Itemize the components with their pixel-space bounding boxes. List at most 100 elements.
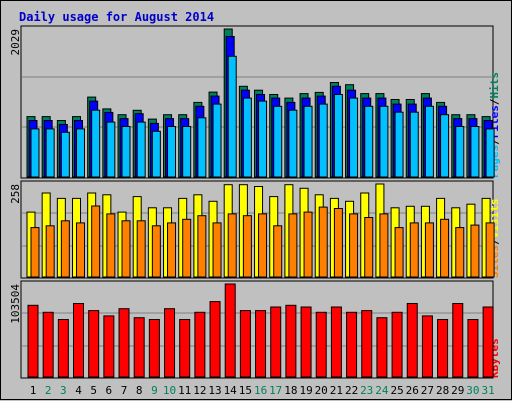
x-label-6: 6 bbox=[105, 384, 112, 397]
x-label-13: 13 bbox=[208, 384, 221, 397]
bar-pages-6 bbox=[106, 121, 116, 178]
bar-sites-23 bbox=[364, 217, 374, 278]
bar-sites-2 bbox=[45, 225, 55, 278]
bar-kbytes-27 bbox=[421, 315, 433, 378]
bar-sites-25 bbox=[394, 227, 404, 278]
bar-kbytes-17 bbox=[270, 306, 282, 378]
x-label-28: 28 bbox=[436, 384, 449, 397]
bar-sites-21 bbox=[333, 208, 343, 278]
bar-sites-9 bbox=[151, 225, 161, 278]
x-label-7: 7 bbox=[121, 384, 128, 397]
bar-pages-1 bbox=[30, 128, 40, 178]
y-max-visits: 258 bbox=[9, 184, 22, 204]
x-label-17: 17 bbox=[269, 384, 282, 397]
bar-pages-12 bbox=[197, 117, 207, 178]
bar-sites-5 bbox=[91, 205, 101, 278]
bar-pages-15 bbox=[242, 97, 252, 178]
bar-pages-28 bbox=[440, 114, 450, 178]
bar-pages-8 bbox=[136, 121, 146, 178]
bar-sites-10 bbox=[167, 222, 177, 278]
bar-kbytes-1 bbox=[27, 304, 39, 378]
bar-kbytes-10 bbox=[164, 308, 176, 378]
bar-kbytes-19 bbox=[300, 306, 312, 378]
bar-kbytes-14 bbox=[224, 283, 236, 378]
bar-pages-17 bbox=[273, 105, 283, 178]
bar-pages-16 bbox=[258, 100, 268, 178]
bar-kbytes-25 bbox=[391, 311, 403, 378]
x-label-11: 11 bbox=[178, 384, 191, 397]
bar-sites-1 bbox=[30, 227, 40, 278]
bar-kbytes-7 bbox=[118, 308, 130, 378]
x-label-30: 30 bbox=[466, 384, 479, 397]
bar-sites-6 bbox=[106, 213, 116, 278]
bar-kbytes-28 bbox=[437, 319, 449, 378]
x-label-1: 1 bbox=[30, 384, 37, 397]
bar-sites-12 bbox=[197, 215, 207, 278]
x-axis-labels: 1 2 3 4 5 6 7 8 9 10 11 12 13 14 15 16 17 18 19 20 21 22 23 24 2… bbox=[30, 384, 495, 397]
x-label-18: 18 bbox=[284, 384, 297, 397]
bar-sites-3 bbox=[60, 220, 70, 278]
x-label-23: 23 bbox=[360, 384, 373, 397]
bar-pages-4 bbox=[76, 128, 86, 178]
bar-kbytes-11 bbox=[179, 319, 191, 378]
bar-kbytes-26 bbox=[406, 303, 418, 378]
bar-pages-30 bbox=[470, 126, 480, 178]
bar-pages-11 bbox=[182, 126, 192, 178]
bar-kbytes-4 bbox=[73, 303, 85, 378]
bar-kbytes-29 bbox=[452, 303, 464, 378]
bar-kbytes-3 bbox=[57, 319, 69, 378]
bar-kbytes-9 bbox=[148, 319, 160, 378]
x-label-21: 21 bbox=[330, 384, 343, 397]
bar-pages-10 bbox=[167, 126, 177, 178]
bar-pages-22 bbox=[349, 97, 359, 178]
bars-kbytes bbox=[27, 283, 494, 378]
x-label-14: 14 bbox=[224, 384, 238, 397]
bar-kbytes-24 bbox=[376, 317, 388, 378]
bar-kbytes-13 bbox=[209, 301, 221, 378]
x-label-10: 10 bbox=[163, 384, 176, 397]
bar-kbytes-30 bbox=[467, 319, 479, 378]
bar-sites-4 bbox=[76, 222, 86, 278]
x-label-16: 16 bbox=[254, 384, 267, 397]
bar-kbytes-21 bbox=[330, 306, 342, 378]
bar-sites-30 bbox=[470, 224, 480, 278]
bar-pages-7 bbox=[121, 126, 131, 178]
bar-sites-8 bbox=[136, 220, 146, 278]
bar-kbytes-22 bbox=[346, 311, 358, 378]
bar-pages-23 bbox=[364, 105, 374, 178]
bar-pages-2 bbox=[45, 128, 55, 178]
bar-kbytes-12 bbox=[194, 311, 206, 378]
bar-sites-15 bbox=[242, 215, 252, 278]
bar-sites-28 bbox=[440, 218, 450, 278]
bar-pages-14 bbox=[227, 55, 237, 178]
bar-sites-26 bbox=[409, 222, 419, 278]
bar-sites-27 bbox=[424, 222, 434, 278]
bar-pages-27 bbox=[424, 105, 434, 178]
bar-pages-3 bbox=[60, 131, 70, 178]
x-label-8: 8 bbox=[136, 384, 143, 397]
bar-kbytes-18 bbox=[285, 304, 297, 378]
x-label-26: 26 bbox=[406, 384, 419, 397]
bar-sites-20 bbox=[318, 206, 328, 278]
bar-kbytes-8 bbox=[133, 317, 145, 378]
legend-hits: Hits bbox=[488, 72, 501, 99]
x-label-31: 31 bbox=[481, 384, 494, 397]
bar-sites-18 bbox=[288, 213, 298, 278]
chart-title: Daily usage for August 2014 bbox=[19, 10, 214, 24]
bar-pages-31 bbox=[485, 128, 495, 178]
bars-hits-files-pages bbox=[26, 28, 495, 178]
x-label-19: 19 bbox=[299, 384, 312, 397]
bar-kbytes-2 bbox=[42, 311, 54, 378]
bar-pages-18 bbox=[288, 109, 298, 178]
x-label-22: 22 bbox=[345, 384, 358, 397]
bar-pages-13 bbox=[212, 103, 222, 178]
x-label-24: 24 bbox=[375, 384, 389, 397]
bar-pages-5 bbox=[91, 109, 101, 178]
bar-pages-26 bbox=[409, 111, 419, 178]
x-label-27: 27 bbox=[421, 384, 434, 397]
bars-visits-sites bbox=[26, 183, 495, 278]
bar-pages-25 bbox=[394, 111, 404, 178]
bar-pages-20 bbox=[318, 103, 328, 178]
